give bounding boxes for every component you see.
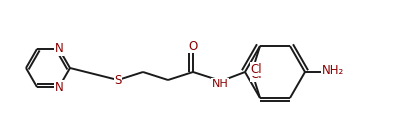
Text: NH: NH xyxy=(211,79,228,89)
Text: N: N xyxy=(55,42,63,55)
Text: S: S xyxy=(114,73,122,86)
Text: N: N xyxy=(55,81,63,94)
Text: NH₂: NH₂ xyxy=(321,64,343,78)
Text: O: O xyxy=(188,39,197,52)
Text: Cl: Cl xyxy=(249,63,261,75)
Text: Cl: Cl xyxy=(249,69,261,81)
